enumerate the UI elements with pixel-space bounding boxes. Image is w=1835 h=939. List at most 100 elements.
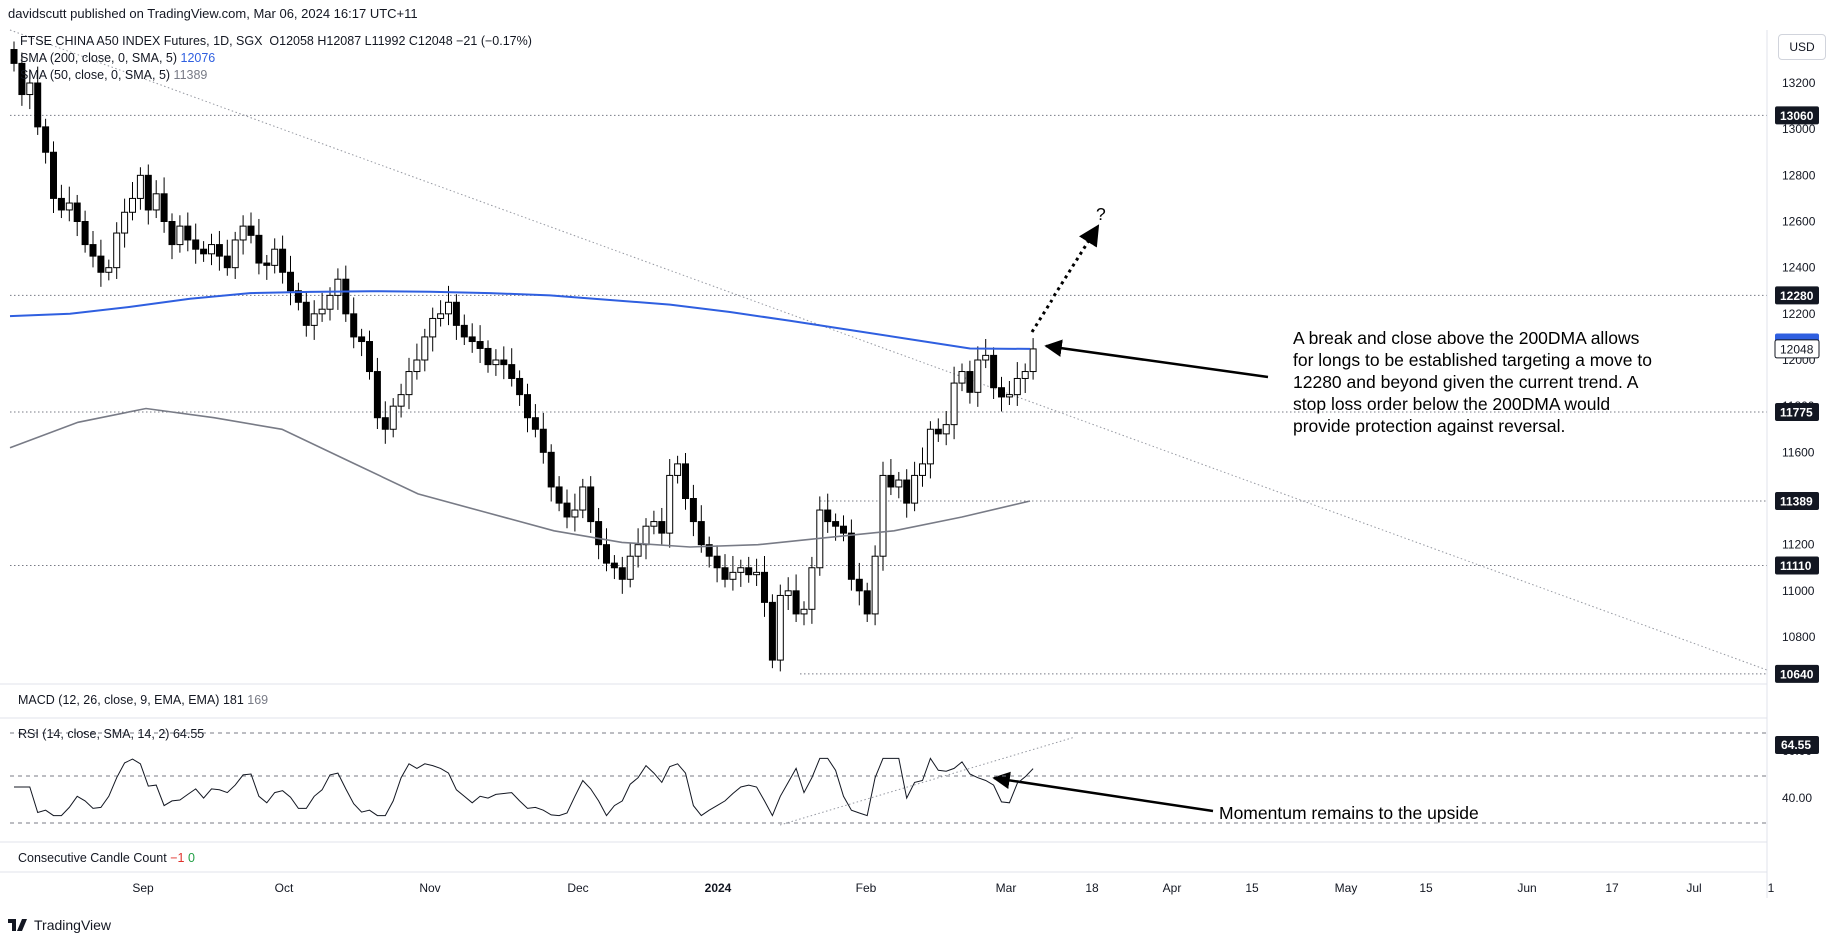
sma200-legend[interactable]: SMA (200, close, 0, SMA, 5) 12076 [20,51,215,65]
sma200-legend-label: SMA (200, close, 0, SMA, 5) [20,51,178,65]
tradingview-logo-text: TradingView [34,917,112,933]
candle-down [689,498,697,523]
x-tick-label: Sep [132,881,154,895]
candle-up [895,479,903,488]
macd-legend[interactable]: MACD (12, 26, close, 9, EMA, EMA) 181 16… [18,693,268,707]
candle-down [358,336,366,343]
candle-down [460,324,468,338]
candle-up [871,555,879,615]
candle-up [326,294,334,310]
candle-up [982,354,990,361]
candle-down [539,428,547,453]
y-tick-label: 11600 [1782,445,1815,459]
macd-value-1: 181 [222,693,244,707]
candle-up [437,313,445,319]
candle-up [942,424,950,435]
trade-setup-note-line: A break and close above the 200DMA allow… [1293,328,1640,348]
candle-down [294,290,302,303]
rsi-pane [10,732,1767,826]
level-tag-label: 11110 [1780,559,1812,573]
x-tick-label: 18 [1085,881,1099,895]
candle-up [1021,371,1029,379]
candle-down [508,364,516,379]
candle-up [176,225,184,246]
tradingview-logo[interactable]: TradingView [8,917,111,933]
candle-down [373,371,381,419]
candle-up [729,571,737,580]
candle-down [160,193,168,223]
sma50-legend[interactable]: SMA (50, close, 0, SMA, 5) 11389 [20,68,207,82]
candle-down [452,301,460,326]
candle-down [57,197,65,211]
candle-down [263,262,271,266]
question-mark: ? [1096,204,1106,224]
arrow-to-rsi-trend [992,771,1214,813]
candle-down [484,347,492,366]
rsi-line [14,757,1034,817]
ccc-legend-label: Consecutive Candle Count [18,851,167,865]
x-tick-label: 15 [1419,881,1433,895]
candle-up [737,567,745,573]
rsi-legend-value: 64.55 [172,727,205,741]
candle-down [342,278,350,315]
candle-down [381,417,389,430]
candle-up [445,301,452,315]
level-tag-label: 11389 [1780,495,1813,509]
candle-up [239,225,247,241]
candle-up [310,313,318,326]
candle-down [863,590,871,615]
x-tick-label: Apr [1163,881,1182,895]
candle-up [634,544,642,557]
candle-down [10,49,18,64]
candle-up [650,521,658,527]
x-tick-label: 17 [1605,881,1619,895]
x-tick-label: Jul [1686,881,1701,895]
ccc-value-2: 0 [187,851,195,865]
candle-down [223,255,231,269]
y-tick-label: 12400 [1782,261,1816,275]
candle-up [776,594,784,661]
level-tag [1775,286,1819,305]
candle-down [168,221,176,246]
candle-down [524,394,531,419]
candle-down [832,521,840,527]
y-tick-label: 12600 [1782,215,1816,229]
candle-up [926,428,934,465]
candle-down [595,521,603,546]
x-tick-label: 1 [1768,881,1775,895]
x-tick-label: 2024 [705,881,732,895]
rsi-legend[interactable]: RSI (14, close, SMA, 14, 2) 64.55 [18,727,204,741]
trade-setup-note-line: for longs to be established targeting a … [1293,350,1652,370]
candle-up [753,571,761,576]
candle-down [279,248,287,273]
candle-down [73,202,81,223]
y-tick-label: 13200 [1782,76,1816,90]
candle-down [761,571,768,603]
rsi-value-tag [1775,736,1819,754]
candle-down [89,244,97,257]
level-tag [1775,492,1819,511]
horizontal-levels [10,114,1767,675]
annotation-arrows [992,224,1269,813]
trade-setup-note-line: 12280 and beyond given the current trend… [1293,372,1639,392]
target-arrow-part2 [1052,224,1100,297]
candle-down [990,354,998,389]
symbol-name[interactable]: FTSE CHINA A50 INDEX Futures, 1D, SGX [20,34,263,48]
candle-down [713,555,721,569]
candle-down [847,532,855,580]
candlesticks [10,41,1037,672]
candle-down [184,225,192,241]
currency-button[interactable]: USD [1778,34,1826,60]
candle-down [587,486,595,523]
macd-legend-label: MACD (12, 26, close, 9, EMA, EMA) [18,693,220,707]
x-tick-label: 15 [1245,881,1259,895]
ccc-legend[interactable]: Consecutive Candle Count −1 0 [18,851,195,865]
candle-down [705,544,713,557]
candle-up [571,509,579,518]
candle-down [200,248,208,255]
candle-down [840,525,847,534]
candle-up [389,405,397,430]
candle-up [105,267,113,273]
candle-up [208,244,215,255]
candle-up [674,463,682,476]
